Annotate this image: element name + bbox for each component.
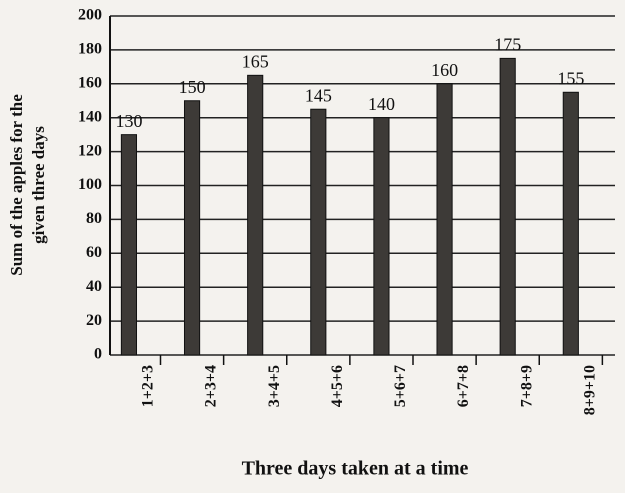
y-tick-label: 80	[86, 210, 102, 227]
value-label: 140	[368, 94, 395, 114]
y-axis-label: given three days	[29, 126, 48, 244]
y-tick-label: 200	[78, 7, 102, 24]
y-axis-label: Sum of the apples for the	[7, 94, 26, 276]
bar	[184, 101, 199, 355]
y-tick-label: 180	[78, 41, 102, 58]
y-tick-label: 160	[78, 74, 102, 91]
y-tick-label: 0	[94, 346, 102, 363]
value-label: 145	[305, 85, 332, 105]
y-tick-label: 120	[78, 142, 102, 159]
value-label: 150	[179, 77, 206, 97]
x-tick-label: 8+9+10	[581, 365, 598, 415]
bar	[374, 118, 389, 355]
value-label: 175	[494, 35, 521, 55]
bar	[437, 84, 452, 355]
x-tick-label: 2+3+4	[203, 365, 220, 407]
y-tick-label: 100	[78, 176, 102, 193]
x-tick-label: 6+7+8	[455, 365, 472, 407]
bar	[563, 92, 578, 355]
y-tick-label: 60	[86, 244, 102, 261]
x-tick-label: 4+5+6	[329, 365, 346, 407]
value-label: 130	[115, 111, 142, 131]
y-tick-label: 140	[78, 108, 102, 125]
x-axis-label: Three days taken at a time	[242, 458, 469, 480]
x-tick-label: 3+4+5	[266, 365, 283, 407]
value-label: 160	[431, 60, 458, 80]
y-tick-label: 40	[86, 278, 102, 295]
bar	[311, 109, 326, 355]
bar	[121, 135, 136, 355]
x-tick-label: 5+6+7	[392, 365, 409, 407]
bar	[248, 75, 263, 355]
value-label: 165	[242, 51, 269, 71]
y-tick-label: 20	[86, 312, 102, 329]
bar	[500, 58, 515, 355]
chart: Three days taken at a time Sum of the ap…	[0, 0, 625, 493]
x-tick-label: 1+2+3	[140, 365, 157, 407]
value-label: 155	[557, 68, 584, 88]
x-tick-label: 7+8+9	[518, 365, 535, 407]
